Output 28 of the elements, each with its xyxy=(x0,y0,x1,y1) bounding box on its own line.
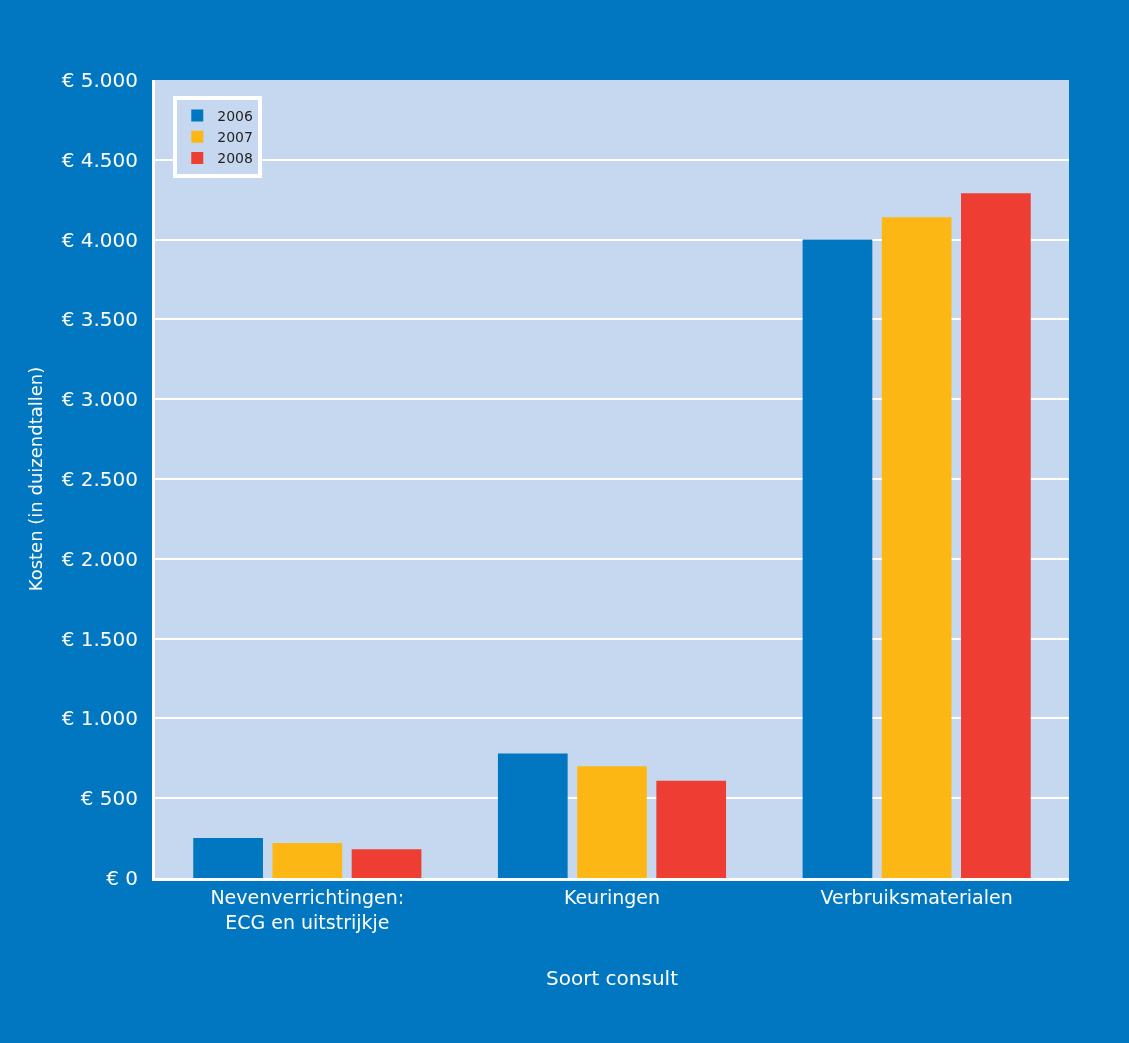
y-tick-label: € 2.500 xyxy=(61,467,138,491)
y-tick-label: € 0 xyxy=(106,866,138,890)
bar xyxy=(497,753,568,878)
y-tick-label: € 2.000 xyxy=(61,546,138,571)
bar xyxy=(961,193,1031,878)
y-tick-label: € 1.000 xyxy=(61,706,138,731)
bar xyxy=(351,849,422,878)
x-tick-label: Nevenverrichtingen: ECG en uitstrijkje xyxy=(210,885,405,933)
x-tick-label: Verbruiksmaterialen xyxy=(820,885,1013,908)
y-axis-title: Kosten (in duizendtallen) xyxy=(24,366,46,592)
y-tick-label: € 4.500 xyxy=(61,147,138,172)
legend-label: 2007 xyxy=(217,129,253,146)
legend-label: 2008 xyxy=(217,150,253,167)
bar xyxy=(881,217,952,878)
y-tick-label: € 3.500 xyxy=(61,307,138,332)
legend-label: 2006 xyxy=(217,108,253,125)
y-tick-label: € 5.000 xyxy=(61,68,138,92)
x-axis-title: Soort consult xyxy=(546,966,679,990)
bar xyxy=(802,239,873,878)
bar xyxy=(193,838,263,878)
bar xyxy=(656,780,727,878)
bar xyxy=(577,766,647,878)
y-tick-label: € 500 xyxy=(80,786,138,811)
y-tick-label: € 1.500 xyxy=(61,626,138,651)
y-tick-label: € 4.000 xyxy=(61,227,138,252)
y-tick-label: € 3.000 xyxy=(61,387,138,412)
bar xyxy=(272,842,343,878)
x-tick-label: Keuringen xyxy=(563,885,661,908)
